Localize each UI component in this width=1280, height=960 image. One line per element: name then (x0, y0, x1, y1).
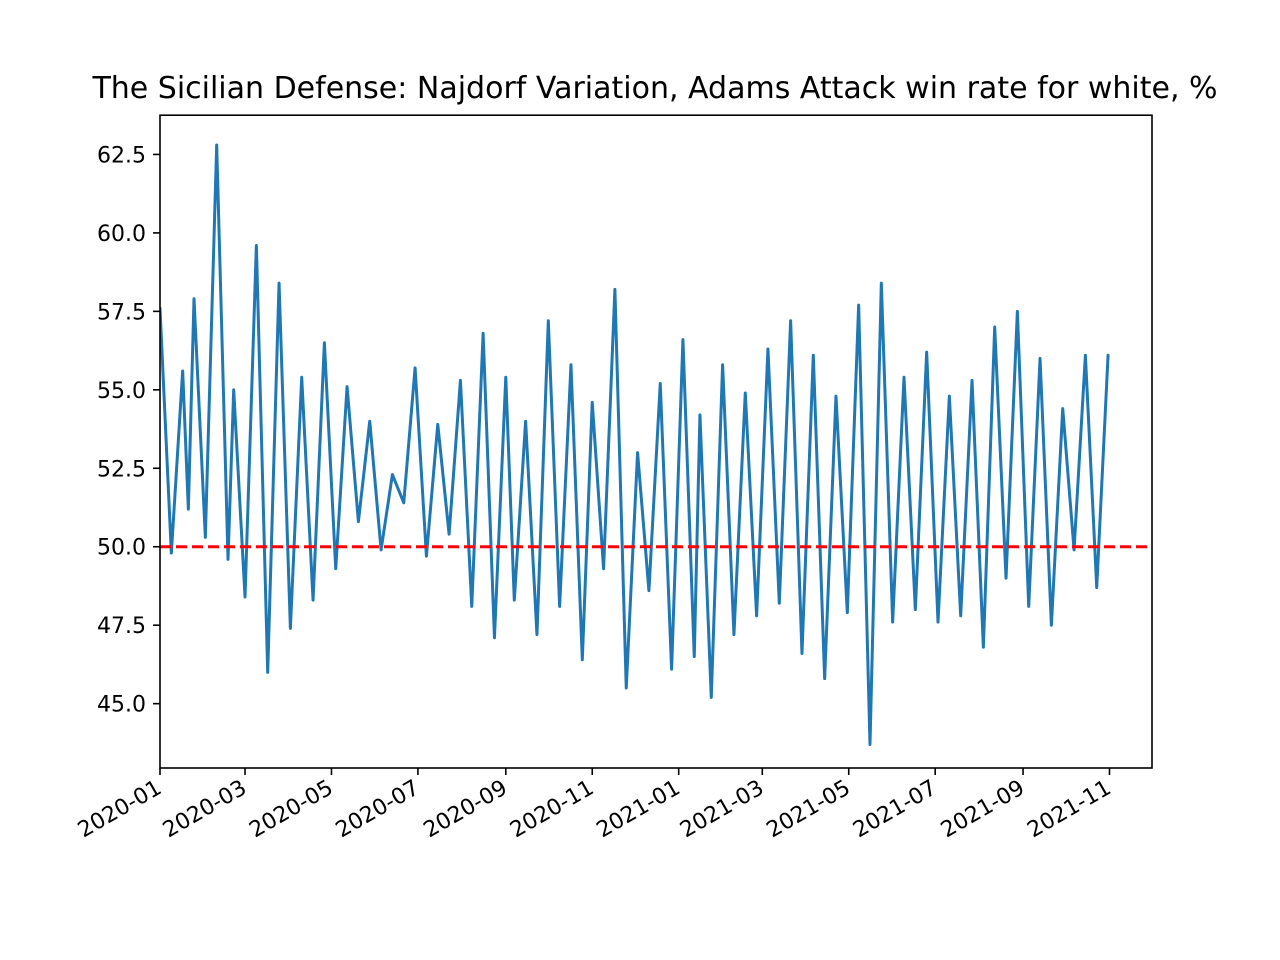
x-tick-label: 2020-01 (74, 776, 166, 844)
y-tick-label: 55.0 (97, 379, 146, 404)
series-line-1 (160, 143, 1110, 746)
x-tick-label: 2021-07 (849, 776, 941, 844)
x-tick-label: 2021-01 (593, 776, 685, 844)
x-axis: 2020-012020-032020-052020-072020-092020-… (74, 768, 1115, 844)
x-tick-label: 2020-07 (332, 776, 424, 844)
x-tick-label: 2021-09 (937, 776, 1029, 844)
y-tick-label: 47.5 (97, 614, 146, 639)
plot-layer (160, 143, 1152, 746)
x-tick-label: 2020-11 (506, 776, 598, 844)
y-tick-label: 45.0 (97, 693, 146, 718)
plot-frame (159, 114, 1153, 769)
x-tick-label: 2021-11 (1023, 776, 1115, 844)
y-axis: 45.0 47.5 50.0 52.5 55.0 57.5 60.0 62.5 (97, 143, 160, 718)
y-tick-label: 60.0 (97, 222, 146, 247)
x-tick-label: 2020-05 (245, 776, 337, 844)
x-tick-label: 2021-05 (763, 776, 855, 844)
y-tick-label: 62.5 (97, 143, 146, 168)
y-tick-label: 57.5 (97, 300, 146, 325)
y-tick-label: 52.5 (97, 457, 146, 482)
y-tick-label: 50.0 (97, 536, 146, 561)
chart-title: The Sicilian Defense: Najdorf Variation,… (91, 71, 1217, 106)
x-tick-label: 2021-03 (676, 776, 768, 844)
x-tick-label: 2020-09 (420, 776, 512, 844)
x-tick-label: 2020-03 (159, 776, 251, 844)
